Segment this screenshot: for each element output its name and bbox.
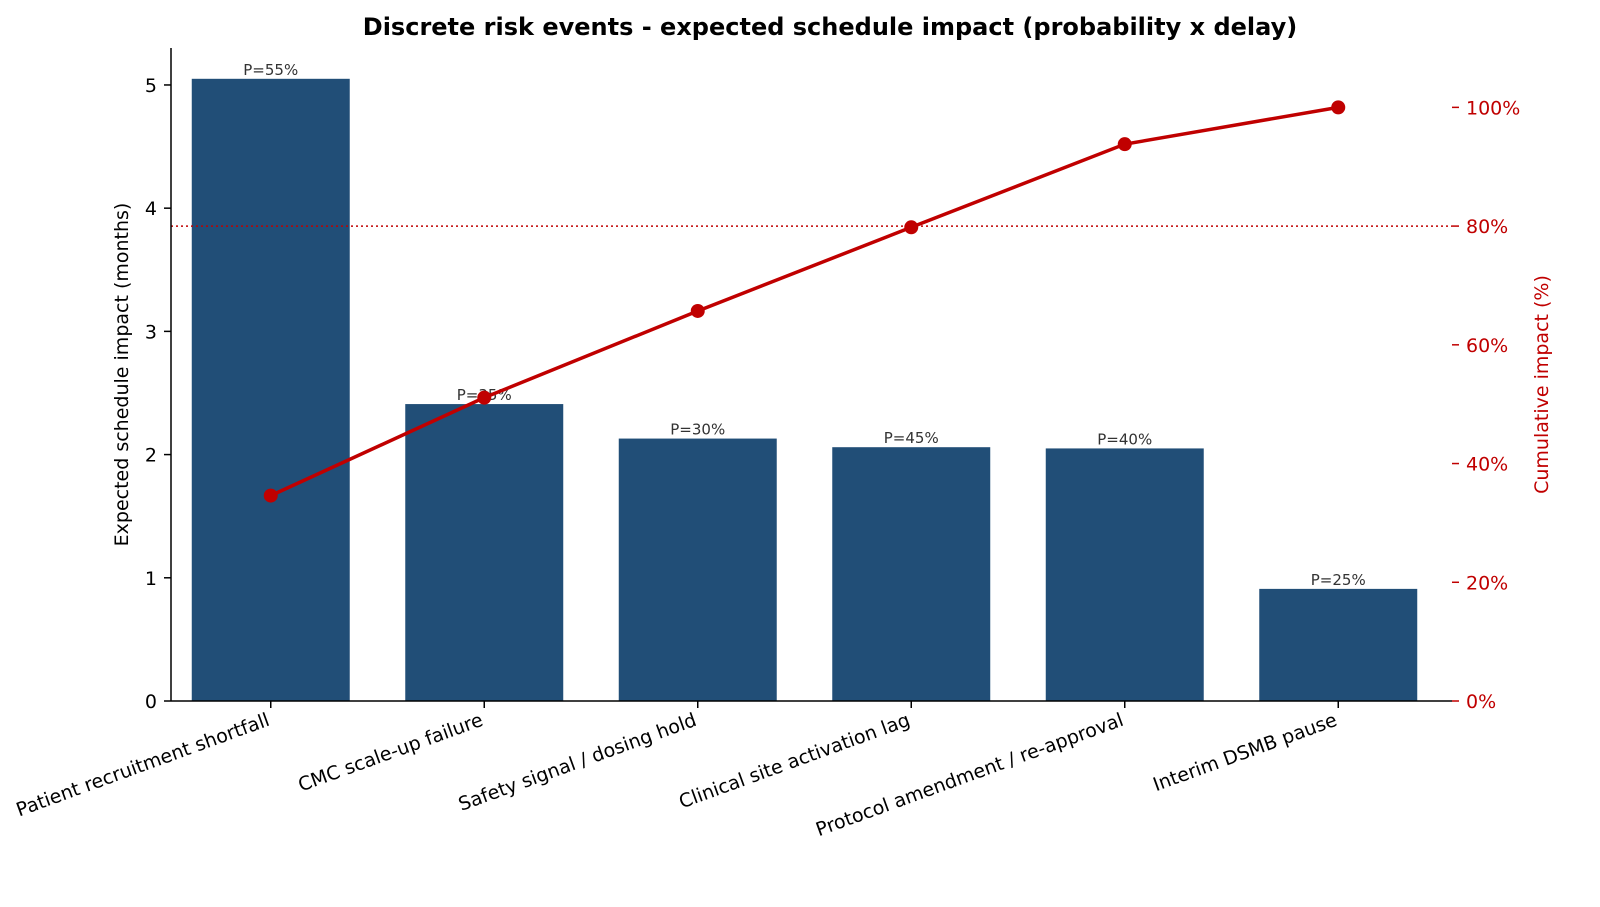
x-axis: Patient recruitment shortfall CMC scale-u… xyxy=(13,700,1452,841)
y-tick-label-1: 1 xyxy=(145,568,157,590)
y2-tick-label-2: 40% xyxy=(1466,454,1508,476)
y2-tick-label-0: 0% xyxy=(1466,691,1496,713)
bar-labels-group: P=55%P=35%P=30%P=45%P=40%P=25% xyxy=(243,61,1365,589)
bar-label-6: P=25% xyxy=(1311,571,1366,589)
bar-label-4: P=45% xyxy=(884,429,939,447)
cumulative-point-4 xyxy=(904,220,919,235)
x-tick-label-1: Patient recruitment shortfall xyxy=(13,709,272,821)
cumulative-line xyxy=(270,105,1339,498)
bars-group xyxy=(191,78,1418,702)
cumulative-point-3 xyxy=(690,303,705,318)
y-tick-label-2: 2 xyxy=(145,445,157,467)
bar-label-1: P=55% xyxy=(243,61,298,79)
chart-title: Discrete risk events - expected schedule… xyxy=(363,13,1297,41)
cumulative-point-6 xyxy=(1331,100,1346,115)
right-axis: 0% 20% 40% 60% 80% 100% xyxy=(1452,97,1520,713)
bar-2 xyxy=(405,404,564,701)
bar-4 xyxy=(832,447,991,701)
y2-axis-label: Cumulative impact (%) xyxy=(1531,275,1553,494)
y-tick-label-0: 0 xyxy=(145,691,157,713)
bar-label-5: P=40% xyxy=(1097,430,1152,448)
y-tick-label-5: 5 xyxy=(145,75,157,97)
x-tick-label-3: Safety signal / dosing hold xyxy=(456,709,700,816)
bar-5 xyxy=(1045,448,1204,701)
cumulative-point-1 xyxy=(263,488,278,503)
bar-1 xyxy=(191,78,350,702)
cumulative-line-group xyxy=(263,100,1346,503)
y-tick-label-3: 3 xyxy=(145,321,157,343)
y2-tick-label-1: 20% xyxy=(1466,572,1508,594)
y-axis-label: Expected schedule impact (months) xyxy=(111,203,133,547)
left-axis: 0 1 2 3 4 5 xyxy=(145,48,172,713)
x-tick-label-6: Interim DSMB pause xyxy=(1150,709,1340,796)
y2-tick-label-5: 100% xyxy=(1466,97,1520,119)
cumulative-point-5 xyxy=(1117,137,1132,152)
bar-6 xyxy=(1259,588,1418,701)
y2-tick-label-4: 80% xyxy=(1466,216,1508,238)
cumulative-point-2 xyxy=(477,390,492,405)
y-tick-label-4: 4 xyxy=(145,198,157,220)
x-tick-label-2: CMC scale-up failure xyxy=(295,709,486,796)
y2-tick-label-3: 60% xyxy=(1466,335,1508,357)
bar-label-3: P=30% xyxy=(670,421,725,439)
bar-3 xyxy=(618,438,777,701)
